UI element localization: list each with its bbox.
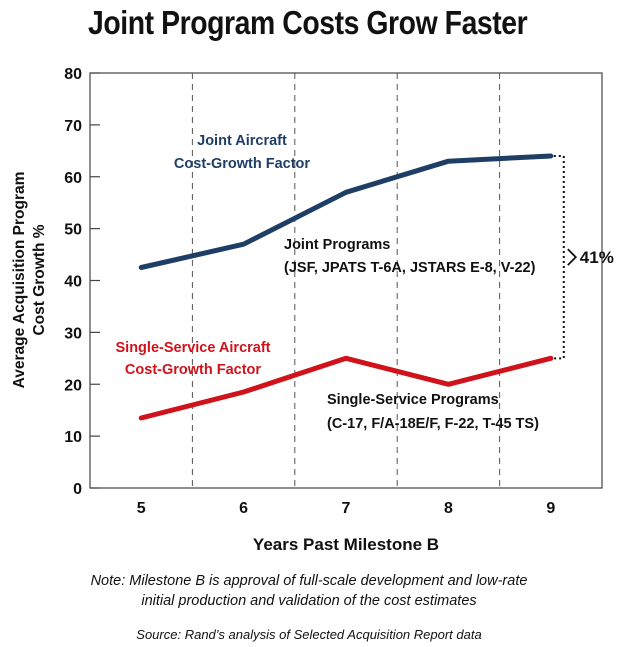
y-tick-label: 40: [64, 274, 82, 291]
gap-label: 41%: [580, 248, 614, 267]
joint-programs-label: Joint Programs: [284, 237, 390, 253]
y-tick-label: 20: [64, 377, 82, 394]
joint-series-label-line2: Cost-Growth Factor: [174, 156, 310, 172]
chart-title: Joint Program Costs Grow Faster: [88, 4, 528, 41]
y-axis-label-line1: Average Acquisition Program: [11, 172, 28, 389]
gap-bracket: [553, 155, 565, 360]
series-group: [138, 153, 554, 421]
note-line-1: Note: Milestone B is approval of full-sc…: [90, 573, 528, 589]
y-tick-label: 70: [64, 118, 82, 135]
x-tick-label: 9: [546, 500, 555, 517]
source-note: Source: Rand’s analysis of Selected Acqu…: [136, 627, 482, 642]
y-tick-label: 80: [64, 66, 82, 83]
y-axis-ticks: 0 10 20 30 40 50 60 70 80: [64, 66, 100, 498]
joint-programs-list: (JSF, JPATS T-6A, JSTARS E-8, V-22): [284, 260, 536, 276]
x-axis-ticks: 5 6 7 8 9: [137, 500, 556, 517]
line-chart: 0 10 20 30 40 50 60 70 80 5 6 7 8 9 41% Joint Aircra…: [11, 66, 614, 554]
y-tick-label: 60: [64, 170, 82, 187]
joint-series-label-line1: Joint Aircraft: [197, 133, 287, 149]
y-tick-label: 0: [73, 481, 82, 498]
x-tick-label: 5: [137, 500, 146, 517]
vertical-gridlines: [191, 73, 501, 488]
single-series-label-line2: Cost-Growth Factor: [125, 362, 261, 378]
note-line-2: initial production and validation of the…: [141, 593, 477, 609]
single-series-line: [138, 355, 554, 421]
x-tick-label: 8: [444, 500, 453, 517]
y-tick-label: 30: [64, 325, 82, 342]
y-axis-label-line2: Cost Growth %: [31, 224, 48, 335]
joint-series-line: [138, 153, 554, 270]
y-tick-label: 10: [64, 429, 82, 446]
gap-arrow: [567, 248, 578, 266]
x-tick-label: 6: [239, 500, 248, 517]
single-series-label-line1: Single-Service Aircraft: [116, 340, 271, 356]
single-programs-list: (C-17, F/A-18E/F, F-22, T-45 TS): [327, 416, 539, 432]
x-tick-label: 7: [342, 500, 351, 517]
single-programs-label: Single-Service Programs: [327, 392, 499, 408]
gap-annotation: 41%: [553, 155, 614, 360]
x-axis-label: Years Past Milestone B: [253, 535, 439, 554]
y-tick-label: 50: [64, 222, 82, 239]
